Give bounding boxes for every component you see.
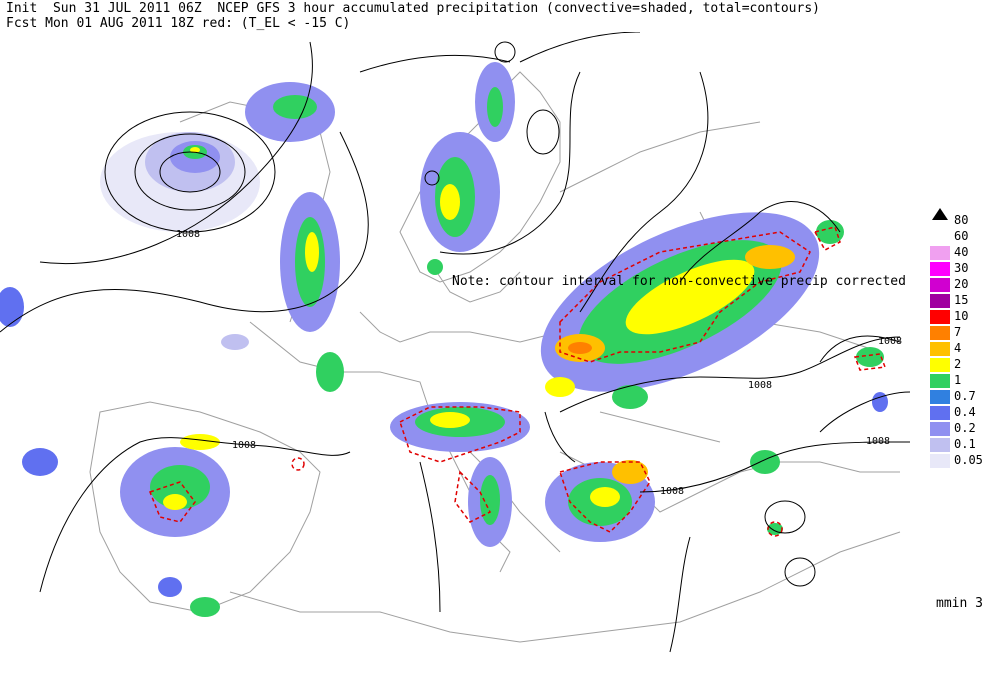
legend-row: 7: [926, 324, 996, 340]
isobar-label: 1008: [232, 440, 256, 451]
cold-top-outlines: [149, 226, 887, 537]
isobar-label: 1008: [866, 436, 890, 447]
legend-row: 20: [926, 276, 996, 292]
legend-label: 0.7: [954, 389, 976, 403]
legend-label: 40: [954, 245, 969, 259]
header-line-init: Init Sun 31 JUL 2011 06Z NCEP GFS 3 hour…: [6, 1, 820, 16]
isobar-label: 1008: [748, 380, 772, 391]
legend-label: 15: [954, 293, 969, 307]
legend-row: 10: [926, 308, 996, 324]
isobar-label: 1008: [176, 229, 200, 240]
isobar-label: 1008: [660, 486, 684, 497]
legend-swatch: [930, 326, 950, 340]
triangle-up-icon: [932, 208, 948, 220]
legend-row: 1: [926, 372, 996, 388]
legend-label: 0.4: [954, 405, 976, 419]
legend-row: 40: [926, 244, 996, 260]
legend-label: 20: [954, 277, 969, 291]
legend-row: 60: [926, 228, 996, 244]
legend-swatch: [930, 390, 950, 404]
legend-top-label: 80: [954, 213, 969, 227]
legend-swatch: [930, 262, 950, 276]
legend-row: 4: [926, 340, 996, 356]
legend-label: 30: [954, 261, 969, 275]
isobar-label: 1008: [878, 336, 902, 347]
legend-swatch: [930, 438, 950, 452]
legend-row: 2: [926, 356, 996, 372]
isobars: [0, 32, 911, 653]
legend-swatch: [930, 454, 950, 468]
legend-row: 30: [926, 260, 996, 276]
legend-row: 15: [926, 292, 996, 308]
legend-swatch: [930, 310, 950, 324]
legend-swatch: [930, 278, 950, 292]
legend-label: 60: [954, 229, 969, 243]
legend-swatch: [930, 422, 950, 436]
legend-row: 0.7: [926, 388, 996, 404]
legend-swatch: [930, 358, 950, 372]
legend-swatch: [930, 246, 950, 260]
legend-label: 2: [954, 357, 962, 371]
legend-row: 0.2: [926, 420, 996, 436]
header-line-forecast: Fcst Mon 01 AUG 2011 18Z red: (T_EL < -1…: [6, 16, 351, 31]
legend-label: 0.05: [954, 453, 983, 467]
precip-shading: [0, 62, 888, 617]
legend-label: 1: [954, 373, 962, 387]
legend-top-row: 80: [926, 208, 996, 228]
legend-row: 0.4: [926, 404, 996, 420]
legend-label: 4: [954, 341, 962, 355]
contour-note: Note: contour interval for non-convectiv…: [452, 274, 906, 289]
legend-label: 0.2: [954, 421, 976, 435]
legend-swatch: [930, 374, 950, 388]
legend-swatch: [930, 342, 950, 356]
legend-label: 10: [954, 309, 969, 323]
legend-row: 0.1: [926, 436, 996, 452]
units-label: mmin 3: [936, 596, 983, 611]
legend-label: 0.1: [954, 437, 976, 451]
legend-swatch: [930, 294, 950, 308]
legend-swatch: [930, 230, 950, 244]
legend-label: 7: [954, 325, 962, 339]
precipitation-map: 1008 1008 1008 1008 1008 1008: [0, 32, 911, 653]
isobar-labels: 1008 1008 1008 1008 1008 1008: [176, 229, 902, 497]
legend-swatch: [930, 406, 950, 420]
legend-row: 0.05: [926, 452, 996, 468]
